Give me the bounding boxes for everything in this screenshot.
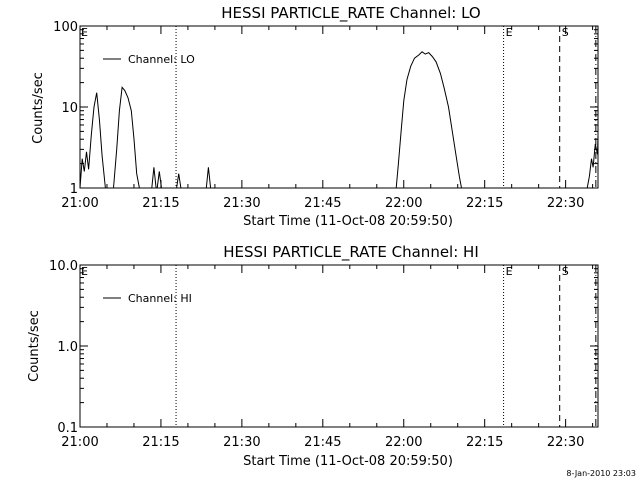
chart-title: HESSI PARTICLE_RATE Channel: HI: [223, 243, 479, 262]
x-tick-label: 21:00: [61, 435, 98, 450]
y-tick-label: 10.0: [49, 259, 78, 274]
y-tick-label: 0.1: [57, 421, 78, 436]
event-marker-label: S: [562, 265, 569, 278]
x-axis-label: Start Time (11-Oct-08 20:59:50): [243, 214, 453, 229]
x-tick-label: 22:00: [385, 196, 422, 211]
event-marker-label: S: [562, 26, 569, 39]
legend-label: Channel: HI: [128, 292, 192, 305]
series-line: [395, 51, 462, 189]
x-tick-label: 22:30: [547, 196, 584, 211]
panel-hi: HESSI PARTICLE_RATE Channel: HI Counts/s…: [27, 243, 599, 469]
x-tick-label: 21:00: [61, 196, 98, 211]
series-line: [113, 86, 140, 189]
x-tick-label: 21:15: [142, 196, 179, 211]
x-axis-label: Start Time (11-Oct-08 20:59:50): [243, 454, 453, 469]
x-tick-label: 21:45: [304, 435, 341, 450]
y-tick-label: 1.0: [57, 340, 78, 355]
chart-title: HESSI PARTICLE_RATE Channel: LO: [221, 4, 480, 23]
panel-lo: HESSI PARTICLE_RATE Channel: LO Counts/s…: [31, 4, 599, 229]
x-tick-label: 21:15: [142, 435, 179, 450]
y-tick-label: 10: [61, 101, 78, 116]
y-tick-label: 1: [70, 182, 78, 197]
x-tick-label: 21:30: [223, 196, 260, 211]
y-axis-label: Counts/sec: [31, 72, 46, 144]
x-tick-label: 22:30: [547, 435, 584, 450]
legend-label: Channel: LO: [128, 53, 195, 66]
series-line: [156, 171, 162, 189]
series-line: [151, 167, 157, 189]
series-line: [205, 167, 212, 189]
y-axis-label: Counts/sec: [27, 310, 42, 382]
x-tick-label: 21:30: [223, 435, 260, 450]
series-line: [79, 92, 106, 189]
x-tick-label: 22:15: [466, 435, 503, 450]
x-tick-label: 22:00: [385, 435, 422, 450]
event-marker-label: E: [506, 265, 513, 278]
edge-marker-label: E: [81, 26, 88, 39]
x-tick-label: 22:15: [466, 196, 503, 211]
plot-frame: [79, 264, 599, 428]
series-line: [176, 173, 182, 189]
series-line: [586, 135, 599, 189]
plot-frame: [79, 25, 599, 189]
y-tick-label: 100: [53, 20, 78, 35]
footer-timestamp: 8-Jan-2010 23:03: [566, 469, 636, 478]
event-marker-label: E: [506, 26, 513, 39]
edge-marker-label: E: [81, 265, 88, 278]
x-tick-label: 21:45: [304, 196, 341, 211]
